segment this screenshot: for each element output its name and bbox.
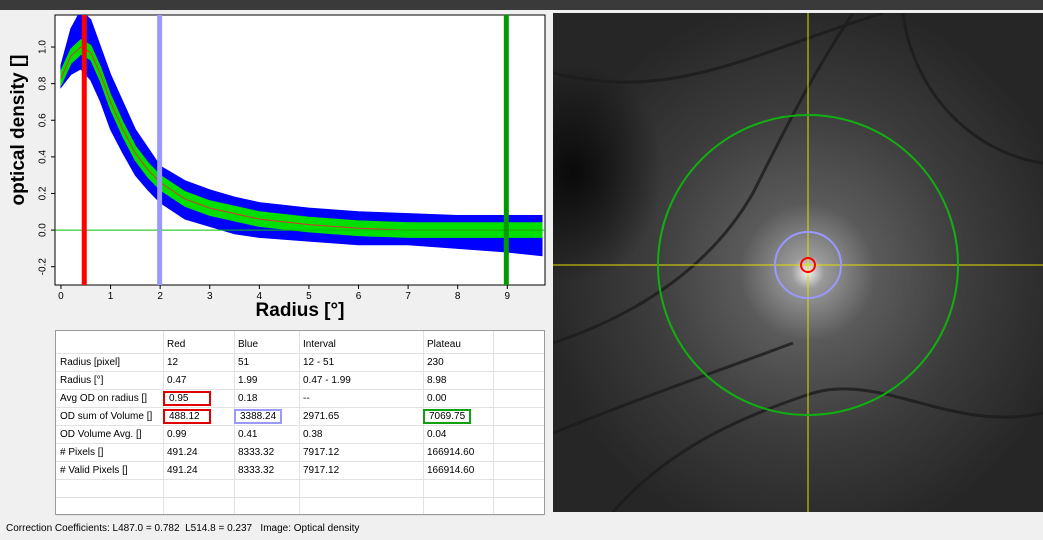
- row-divider: [56, 497, 544, 498]
- y-tick-label: 0.8: [38, 76, 49, 90]
- table-cell: 230: [423, 355, 444, 370]
- table-cell: 3388.24: [234, 409, 282, 424]
- y-tick-label: 0.6: [38, 113, 49, 127]
- row-divider: [56, 515, 544, 516]
- table-cell: 0.47: [163, 373, 186, 388]
- x-tick-label: 6: [356, 291, 362, 302]
- table-cell: 0.41: [234, 427, 257, 442]
- table-cell: 0.95: [163, 391, 211, 406]
- table-cell: --: [299, 391, 310, 406]
- table-cell: 8.98: [423, 373, 446, 388]
- table-cell: OD sum of Volume []: [56, 409, 152, 424]
- x-axis-label: Radius [°]: [256, 300, 345, 321]
- x-tick-label: 2: [157, 291, 163, 302]
- table-cell: 0.99: [163, 427, 186, 442]
- row-divider: [56, 479, 544, 480]
- column-header: Red: [163, 337, 185, 352]
- table-cell: # Valid Pixels []: [56, 463, 128, 478]
- y-tick-label: 0.4: [38, 149, 49, 163]
- x-tick-label: 0: [58, 291, 64, 302]
- y-tick-label: -0.2: [38, 258, 49, 276]
- table-cell: 491.24: [163, 445, 198, 460]
- y-tick-label: 0.2: [38, 186, 49, 200]
- table-cell: 0.38: [299, 427, 322, 442]
- row-divider: [56, 371, 544, 372]
- y-axis-label: optical density []: [8, 55, 29, 206]
- column-header: Interval: [299, 337, 336, 352]
- title-bar: [0, 0, 1043, 10]
- table-cell: 491.24: [163, 463, 198, 478]
- row-divider: [56, 407, 544, 408]
- row-divider: [56, 353, 544, 354]
- y-tick-label: 1.0: [38, 40, 49, 54]
- table-cell: # Pixels []: [56, 445, 103, 460]
- y-tick-label: 0.0: [38, 223, 49, 237]
- table-cell: 0.18: [234, 391, 257, 406]
- table-cell: 51: [234, 355, 249, 370]
- table-cell: 8333.32: [234, 445, 274, 460]
- table-cell: 1.99: [234, 373, 257, 388]
- status-bar: Correction Coefficients: L487.0 = 0.782 …: [6, 523, 359, 534]
- x-tick-label: 3: [207, 291, 213, 302]
- table-cell: 7917.12: [299, 445, 339, 460]
- table-cell: 0.47 - 1.99: [299, 373, 351, 388]
- table-cell: 0.00: [423, 391, 446, 406]
- table-cell: 488.12: [163, 409, 211, 424]
- table-cell: 12 - 51: [299, 355, 334, 370]
- table-cell: 7069.75: [423, 409, 471, 424]
- retina-image: [553, 13, 1043, 512]
- row-divider: [56, 461, 544, 462]
- table-cell: Avg OD on radius []: [56, 391, 147, 406]
- row-divider: [56, 389, 544, 390]
- row-divider: [56, 443, 544, 444]
- table-cell: Radius [pixel]: [56, 355, 120, 370]
- table-cell: Radius [°]: [56, 373, 103, 388]
- x-tick-label: 7: [405, 291, 411, 302]
- table-cell: 0.04: [423, 427, 446, 442]
- column-divider: [493, 331, 494, 514]
- results-table: Red Blue Interval Plateau Radius [pixel] 12 51…: [55, 330, 545, 515]
- x-tick-label: 1: [108, 291, 114, 302]
- column-header: Plateau: [423, 337, 461, 352]
- column-header: Blue: [234, 337, 258, 352]
- table-cell: 166914.60: [423, 445, 474, 460]
- table-cell: 7917.12: [299, 463, 339, 478]
- row-divider: [56, 425, 544, 426]
- app-window: 0123456789-0.20.00.20.40.60.81.0Radius […: [0, 0, 1043, 540]
- table-cell: 8333.32: [234, 463, 274, 478]
- table-cell: OD Volume Avg. []: [56, 427, 142, 442]
- x-tick-label: 8: [455, 291, 461, 302]
- table-cell: 12: [163, 355, 178, 370]
- table-cell: 166914.60: [423, 463, 474, 478]
- x-tick-label: 9: [505, 291, 511, 302]
- table-cell: 2971.65: [299, 409, 339, 424]
